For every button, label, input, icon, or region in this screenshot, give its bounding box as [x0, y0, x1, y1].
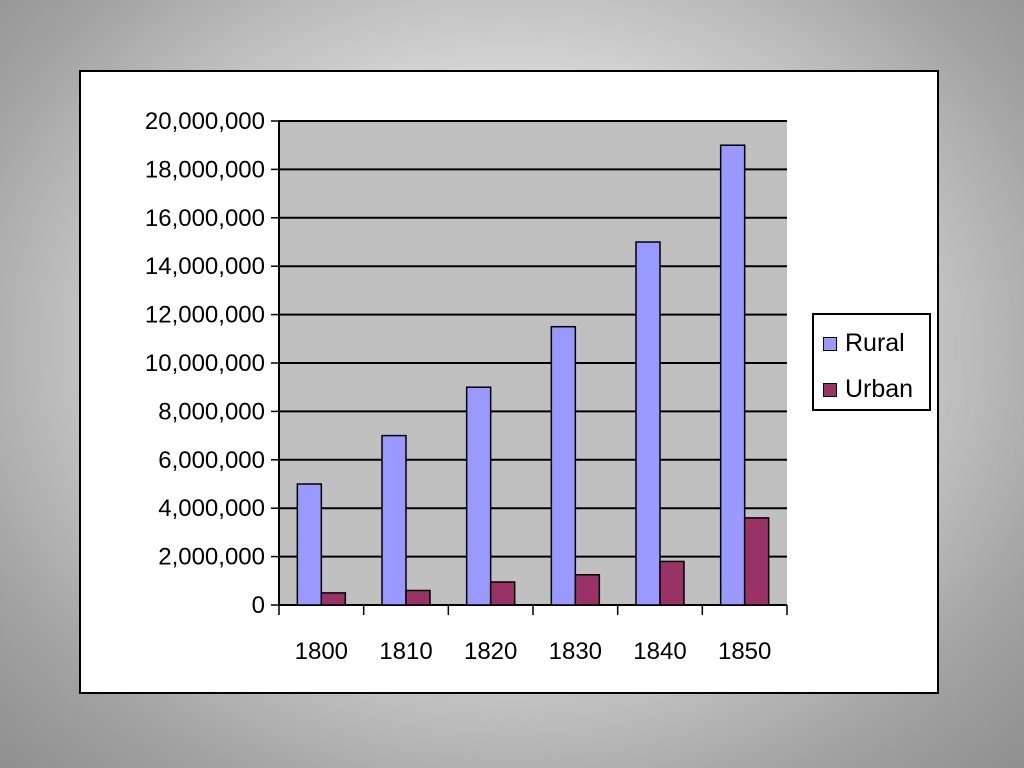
- y-tick-label: 16,000,000: [145, 205, 265, 232]
- y-tick-label: 18,000,000: [145, 156, 265, 183]
- legend: Rural Urban: [812, 313, 931, 411]
- legend-swatch-urban: [823, 382, 837, 397]
- x-tick-label: 1810: [379, 638, 432, 665]
- y-tick-label: 12,000,000: [145, 302, 265, 329]
- y-tick-label: 10,000,000: [145, 350, 265, 377]
- x-tick-label: 1830: [549, 638, 602, 665]
- y-tick-label: 4,000,000: [158, 495, 265, 522]
- x-tick-label: 1820: [464, 638, 517, 665]
- legend-label-rural: Rural: [845, 329, 905, 357]
- chart-frame: 0 2,000,000 4,000,000 6,000,000 8,000,000 10,…: [79, 70, 939, 694]
- bar-rural-1820: [465, 386, 492, 606]
- bar-rural-1810: [381, 434, 407, 606]
- bar-urban-1810: [405, 589, 431, 606]
- legend-item-urban: Urban: [823, 375, 913, 404]
- bar-urban-1830: [574, 574, 601, 606]
- y-tick-label: 20,000,000: [145, 108, 265, 135]
- x-tick-label: 1850: [718, 638, 771, 665]
- bar-rural-1830: [550, 325, 577, 606]
- bar-chart: 0 2,000,000 4,000,000 6,000,000 8,000,000 10,…: [145, 108, 788, 665]
- bar-urban-1840: [659, 560, 685, 606]
- x-tick-label: 1840: [633, 638, 686, 665]
- bar-rural-1850: [719, 144, 746, 606]
- legend-label-urban: Urban: [845, 375, 914, 403]
- y-tick-label: 8,000,000: [158, 398, 265, 425]
- legend-swatch-rural: [823, 336, 837, 351]
- y-tick-label: 0: [252, 592, 265, 619]
- x-tick-label: 1800: [295, 638, 348, 665]
- y-tick-label: 2,000,000: [158, 544, 265, 571]
- bar-urban-1800: [320, 592, 347, 606]
- y-tick-label: 14,000,000: [145, 253, 265, 280]
- legend-item-rural: Rural: [823, 329, 905, 358]
- y-tick-label: 6,000,000: [158, 447, 265, 474]
- bar-urban-1850: [743, 517, 770, 606]
- bar-urban-1820: [489, 581, 516, 606]
- bar-rural-1840: [635, 241, 661, 606]
- bar-rural-1800: [296, 483, 323, 606]
